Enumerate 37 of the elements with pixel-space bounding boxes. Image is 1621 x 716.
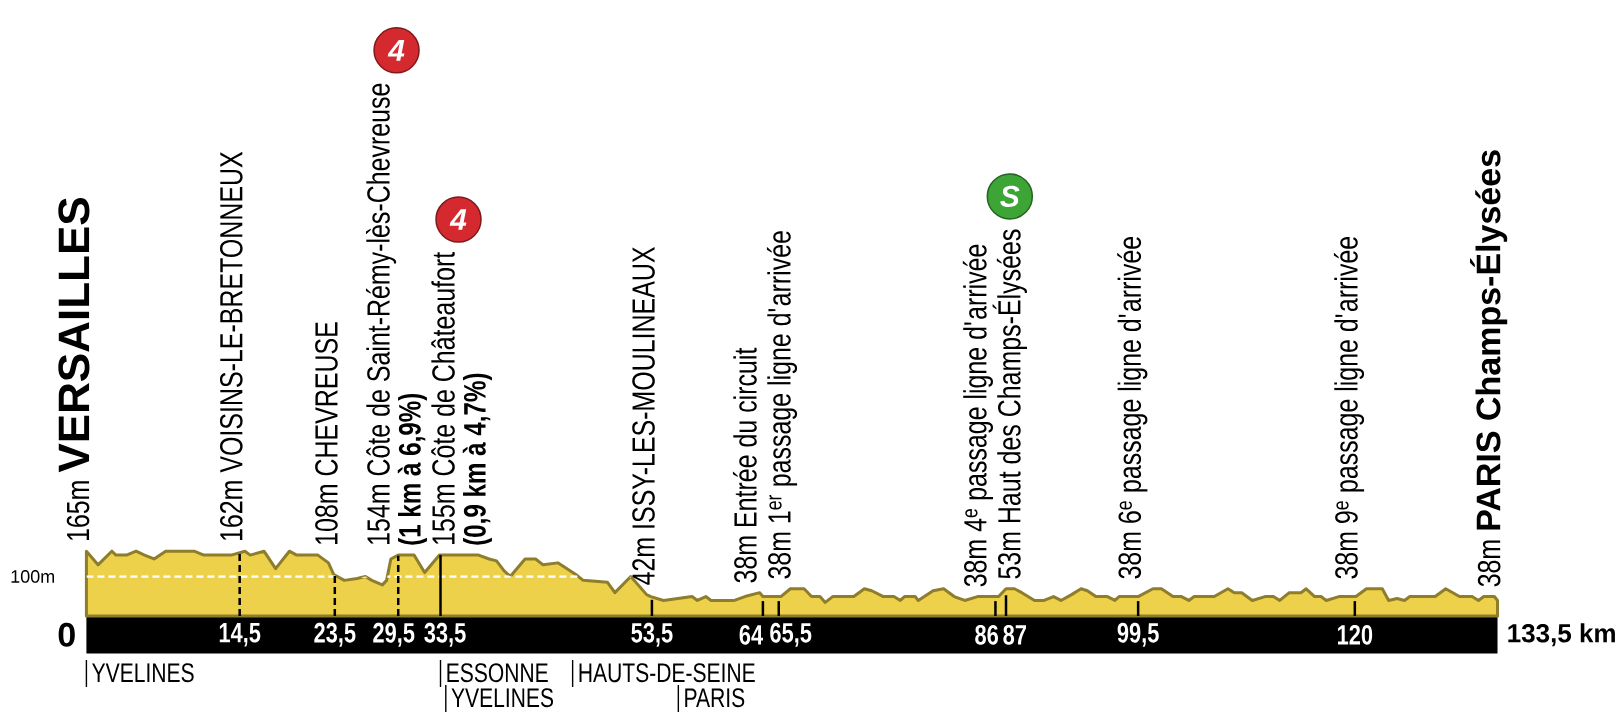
annotation: (1 km à 6,9%): [397, 393, 427, 545]
annotation: 38m 9$^{e}$ passage ligne d'arrivée: [1333, 236, 1365, 579]
annotation: 155m Côte de Châteaufort: [431, 251, 455, 544]
text: 133,5 km: [1508, 623, 1615, 647]
text: S: [1000, 185, 1020, 208]
annotation: 38m Entrée du circuit: [732, 347, 757, 583]
x-tick-label: 53,5: [631, 622, 673, 647]
text: 0: [58, 622, 75, 647]
annotation: 38m PARIS Champs-Élysées: [1470, 150, 1508, 587]
text: 4: [449, 209, 467, 230]
x-tick-label: 33,5: [424, 622, 466, 647]
x-tick-label: 86: [975, 624, 998, 645]
x-tick-label: 23,5: [314, 622, 356, 647]
ref-line-label: YVELINES: [451, 688, 554, 708]
ref-line-label: 100m: [11, 570, 55, 583]
x-tick-label: 99,5: [1117, 622, 1159, 647]
x-tick-label: 14,5: [219, 623, 261, 647]
x-tick-label: 120: [1337, 624, 1373, 645]
annotation: 42m ISSY-LES-MOULINEAUX: [632, 247, 655, 585]
x-tick-label: 65,5: [770, 622, 812, 647]
ref-line-label: YVELINES: [92, 663, 194, 683]
annotation: 154m Côte de Saint-Rémy-lès-Chevreuse: [365, 83, 397, 544]
annotation: 162m VOISINS-LE-BRETONNEUX: [219, 151, 243, 541]
annotation: 38m 6$^{e}$ passage ligne d'arrivée: [1117, 236, 1148, 579]
annotation: 38m 4$^{e}$ passage ligne d'arrivée: [962, 244, 993, 587]
text: 4: [387, 40, 405, 61]
ref-line-label: HAUTS-DE-SEINE: [579, 663, 755, 683]
annotation: 165m VERSAILLES: [58, 198, 90, 541]
annotation: 53m Haut des Champs-Élysées: [992, 229, 1027, 579]
annotation: (0,9 km à 4,7%): [462, 373, 492, 545]
x-tick-label: 29,5: [373, 622, 415, 647]
x-tick-label: 64: [739, 624, 763, 645]
x-tick-label: 87: [1003, 624, 1026, 645]
ref-line-label: PARIS: [685, 688, 745, 708]
ref-line-label: ESSONNE: [447, 663, 548, 683]
annotation: 108m CHEVREUSE: [315, 322, 338, 544]
annotation: 38m 1$^{er}$ passage ligne d'arrivée: [766, 231, 798, 579]
